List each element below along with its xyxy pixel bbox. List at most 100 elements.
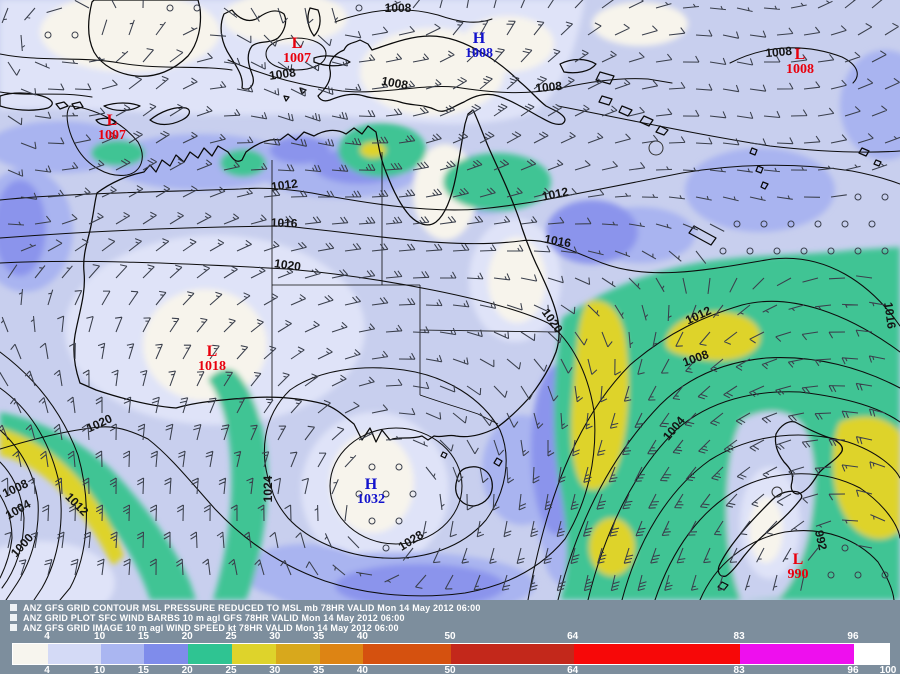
legend-tick-label: 30 xyxy=(269,631,281,642)
coastline xyxy=(774,420,843,495)
colorbar-segment xyxy=(188,644,232,664)
isobar-value-label: 1020 xyxy=(273,256,302,274)
coastline xyxy=(688,225,717,246)
coastline xyxy=(73,109,560,443)
calm-barb-icon xyxy=(800,247,808,255)
isobar xyxy=(0,461,25,589)
isobar-value-label: 1008 xyxy=(385,1,412,15)
legend-tick-label: 10 xyxy=(94,665,106,674)
isobar xyxy=(654,473,900,600)
pressure-center-letter: L xyxy=(207,343,218,360)
colorbar-segment xyxy=(100,644,145,664)
coastline xyxy=(455,466,493,507)
isobar xyxy=(699,530,895,600)
isobar-value-label: 1008 xyxy=(765,44,793,60)
calm-barb-icon xyxy=(881,193,889,201)
state-border-line xyxy=(419,329,557,333)
colorbar-segment xyxy=(740,644,854,664)
calm-barb-icon xyxy=(814,220,822,228)
isobar-contours xyxy=(0,9,900,600)
wind-speed-region xyxy=(220,149,266,177)
coastline xyxy=(71,101,84,110)
coastline xyxy=(283,95,290,102)
pressure-center-value: 1032 xyxy=(357,492,385,507)
meta-line-contour: ANZ GFS GRID CONTOUR MSL PRESSURE REDUCE… xyxy=(0,603,900,613)
state-borders xyxy=(271,152,557,425)
isobar xyxy=(557,357,900,600)
isobar-value-label: 992 xyxy=(812,529,830,552)
state-border-line xyxy=(419,394,499,425)
pressure-center-value: 1008 xyxy=(465,46,493,61)
wind-barbs-layer xyxy=(0,0,900,592)
calm-barb-icon xyxy=(382,544,390,552)
wind-speed-region xyxy=(589,518,635,576)
wind-speed-region xyxy=(443,153,551,211)
isobar xyxy=(0,53,233,71)
legend-tick-label: 83 xyxy=(733,665,745,674)
isobar xyxy=(0,387,62,600)
wind-speed-region xyxy=(330,433,414,533)
chart-footer: ANZ GFS GRID CONTOUR MSL PRESSURE REDUCE… xyxy=(0,600,900,674)
colorbar-segment xyxy=(573,644,741,664)
coastline xyxy=(440,451,448,459)
isobar xyxy=(329,427,463,545)
wind-speed-region xyxy=(40,0,220,72)
legend-tick-label: 96 xyxy=(847,631,859,642)
coastline xyxy=(87,0,202,77)
calm-barb-icon xyxy=(193,4,201,12)
coastline xyxy=(55,101,69,110)
calm-barb-icon xyxy=(166,4,174,12)
isobar xyxy=(621,434,900,600)
legend-tick-label: 25 xyxy=(225,665,237,674)
pressure-center-letter: L xyxy=(795,46,806,63)
isobar xyxy=(0,429,39,600)
isobar-value-label: 1016 xyxy=(881,301,899,330)
isobar xyxy=(263,367,507,559)
isobar xyxy=(587,391,900,600)
legend-tick-label: 25 xyxy=(225,631,237,642)
calm-barb-icon xyxy=(368,517,376,525)
legend-tick-label: 96 xyxy=(847,665,859,674)
isobar xyxy=(729,47,858,84)
isobar xyxy=(66,105,143,176)
coastline xyxy=(493,457,503,467)
meta-line-text: ANZ GFS GRID CONTOUR MSL PRESSURE REDUCE… xyxy=(23,603,481,613)
wind-speed-region xyxy=(571,300,629,490)
pressure-center-value: 1007 xyxy=(98,128,126,143)
legend-tick-label: 4 xyxy=(44,631,50,642)
coastline xyxy=(749,147,758,156)
colorbar-segment xyxy=(853,644,889,664)
legend-tick-label: 15 xyxy=(137,665,149,674)
legend-tick-label: 10 xyxy=(94,631,106,642)
meta-line-text: ANZ GFS GRID IMAGE 10 m agl WIND SPEED k… xyxy=(23,623,399,633)
wind-speed-region xyxy=(592,2,688,46)
meta-line-barbs: ANZ GRID PLOT SFC WIND BARBS 10 m agl GF… xyxy=(0,613,900,623)
coastline xyxy=(317,35,566,126)
colorbar-segment xyxy=(231,644,276,664)
colorbar-segment xyxy=(275,644,320,664)
calm-barb-icon xyxy=(854,571,862,579)
legend-tick-label: 50 xyxy=(444,665,456,674)
isobar xyxy=(0,351,87,600)
wind-speed-region xyxy=(0,541,115,600)
layer-swatch-icon xyxy=(10,604,17,611)
coastline xyxy=(0,92,53,111)
calm-barb-icon xyxy=(854,247,862,255)
wind-speed-region xyxy=(360,142,386,158)
pressure-center-letter: H xyxy=(473,30,486,47)
legend-bottom-labels: 4 10 15 20 25 30 35 40 50 64 83 96 100 xyxy=(0,665,900,674)
pressure-center-value: 1018 xyxy=(198,359,226,374)
legend-tick-label: 20 xyxy=(181,665,193,674)
legend-tick-label: 64 xyxy=(567,665,579,674)
legend-tick-label: 40 xyxy=(356,665,368,674)
calm-barb-icon xyxy=(355,490,363,498)
calm-barb-icon xyxy=(395,463,403,471)
isobar-value-label: 1016 xyxy=(271,216,298,231)
coastline xyxy=(598,95,613,106)
wind-speed-region xyxy=(488,237,546,323)
colorbar-segment xyxy=(13,644,49,664)
calm-barb-icon xyxy=(881,247,889,255)
pressure-center-value: 1008 xyxy=(786,62,814,77)
isobar xyxy=(527,300,900,600)
